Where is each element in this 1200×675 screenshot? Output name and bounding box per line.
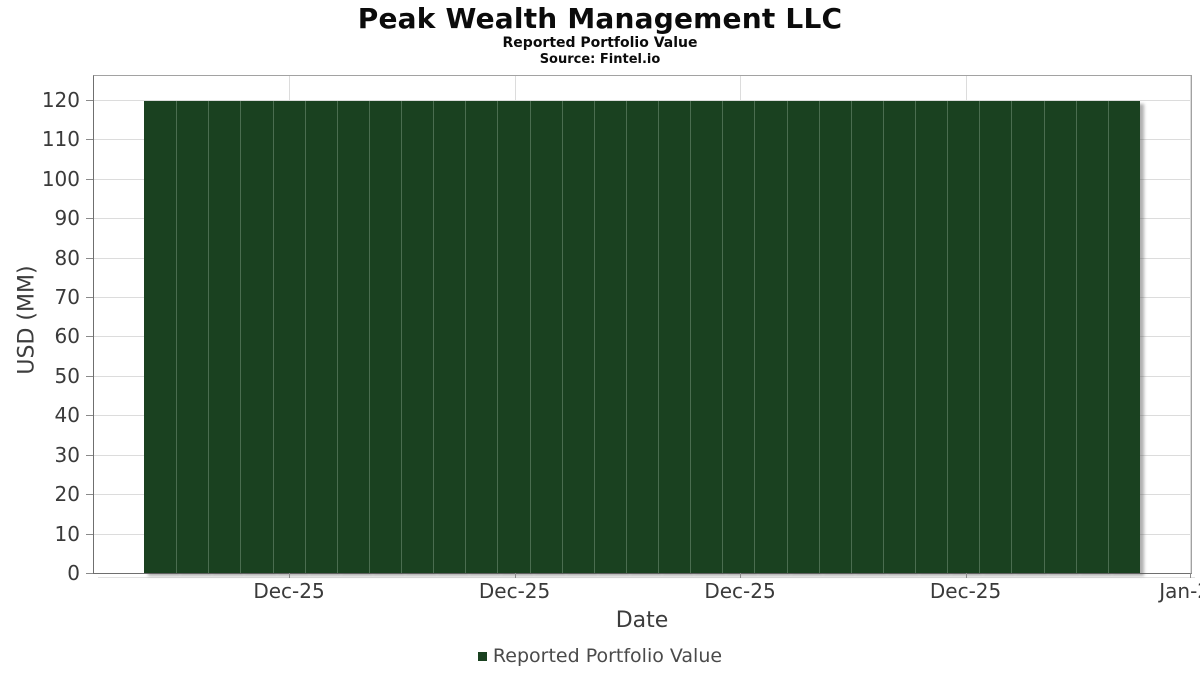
y-axis-label: USD (MM) xyxy=(14,265,40,375)
bar[interactable] xyxy=(336,101,369,573)
x-axis-label: Date xyxy=(615,608,669,633)
y-tick-label: 0 xyxy=(67,561,80,585)
bar[interactable] xyxy=(304,101,337,573)
bar[interactable] xyxy=(882,101,915,573)
y-tick-label: 90 xyxy=(54,206,80,231)
bar-series xyxy=(144,101,1140,573)
y-tick-label: 110 xyxy=(41,127,80,152)
y-tick-label: 100 xyxy=(41,166,80,191)
bar[interactable] xyxy=(658,101,691,573)
y-tick-label: 50 xyxy=(54,363,80,388)
bar[interactable] xyxy=(1043,101,1076,573)
bar[interactable] xyxy=(1075,101,1108,573)
chart-subtitle: Reported Portfolio Value xyxy=(502,35,698,51)
y-tick-mark xyxy=(86,494,93,496)
y-tick-mark xyxy=(86,297,93,299)
y-tick-mark xyxy=(86,139,93,141)
y-tick-label: 20 xyxy=(54,482,80,507)
bar[interactable] xyxy=(272,101,305,573)
y-tick-mark xyxy=(86,454,93,456)
x-tick-label: Dec-25 xyxy=(253,579,325,603)
x-tick-label: Dec-25 xyxy=(929,579,1002,603)
bar[interactable] xyxy=(240,101,273,573)
bar[interactable] xyxy=(368,101,401,573)
bar[interactable] xyxy=(786,101,819,573)
bar[interactable] xyxy=(208,101,241,573)
y-tick-label: 60 xyxy=(54,324,80,349)
y-tick-label: 120 xyxy=(41,87,80,112)
x-tick-label: Dec-25 xyxy=(478,579,551,603)
x-tick-mark xyxy=(740,573,742,578)
bar[interactable] xyxy=(915,101,948,573)
legend-item[interactable]: Reported Portfolio Value xyxy=(0,645,1200,667)
x-tick-label: Dec-25 xyxy=(704,579,776,603)
plot-frame-shadow xyxy=(98,577,1195,578)
chart-title: Peak Wealth Management LLC xyxy=(357,2,843,35)
x-tick-mark xyxy=(965,573,967,578)
v-gridline xyxy=(1190,76,1191,573)
bar[interactable] xyxy=(529,101,562,573)
bar[interactable] xyxy=(754,101,787,573)
bar[interactable] xyxy=(1011,101,1044,573)
bar[interactable] xyxy=(593,101,626,573)
bar[interactable] xyxy=(433,101,466,573)
x-tick-mark xyxy=(1190,573,1191,578)
y-tick-mark xyxy=(86,178,93,180)
bar[interactable] xyxy=(497,101,530,573)
y-tick-mark xyxy=(86,99,93,101)
bar[interactable] xyxy=(176,101,209,573)
bar[interactable] xyxy=(850,101,883,573)
legend-swatch-icon xyxy=(477,651,487,661)
y-tick-label: 10 xyxy=(54,521,80,546)
bar[interactable] xyxy=(401,101,434,573)
bar[interactable] xyxy=(144,101,177,573)
y-tick-mark xyxy=(86,573,93,574)
bar[interactable] xyxy=(722,101,755,573)
bar[interactable] xyxy=(625,101,658,573)
y-tick-label: 80 xyxy=(54,245,80,270)
y-tick-mark xyxy=(86,375,93,377)
y-tick-mark xyxy=(86,336,93,338)
y-tick-mark xyxy=(86,257,93,259)
bar[interactable] xyxy=(818,101,851,573)
h-gridline xyxy=(94,99,1191,101)
bar[interactable] xyxy=(690,101,723,573)
x-tick-mark xyxy=(289,573,291,578)
plot-area: 0 10 20 30 40 50 60 70 80 90 100 110 120 Dec-25 Dec-2… xyxy=(42,75,1200,603)
chart-source: Source: Fintel.io xyxy=(539,52,661,67)
y-tick-mark xyxy=(86,533,93,535)
bar[interactable] xyxy=(947,101,980,573)
bar[interactable] xyxy=(979,101,1012,573)
bar[interactable] xyxy=(1107,101,1140,573)
y-tick-label: 40 xyxy=(54,403,80,428)
y-tick-label: 30 xyxy=(54,442,80,467)
bar[interactable] xyxy=(465,101,498,573)
y-tick-mark xyxy=(86,218,93,220)
x-tick-label: Jan-26 xyxy=(1159,579,1200,603)
y-tick-mark xyxy=(86,415,93,417)
bar[interactable] xyxy=(561,101,594,573)
y-tick-label: 70 xyxy=(54,285,80,310)
legend-label: Reported Portfolio Value xyxy=(492,645,723,667)
x-tick-mark xyxy=(514,573,516,578)
